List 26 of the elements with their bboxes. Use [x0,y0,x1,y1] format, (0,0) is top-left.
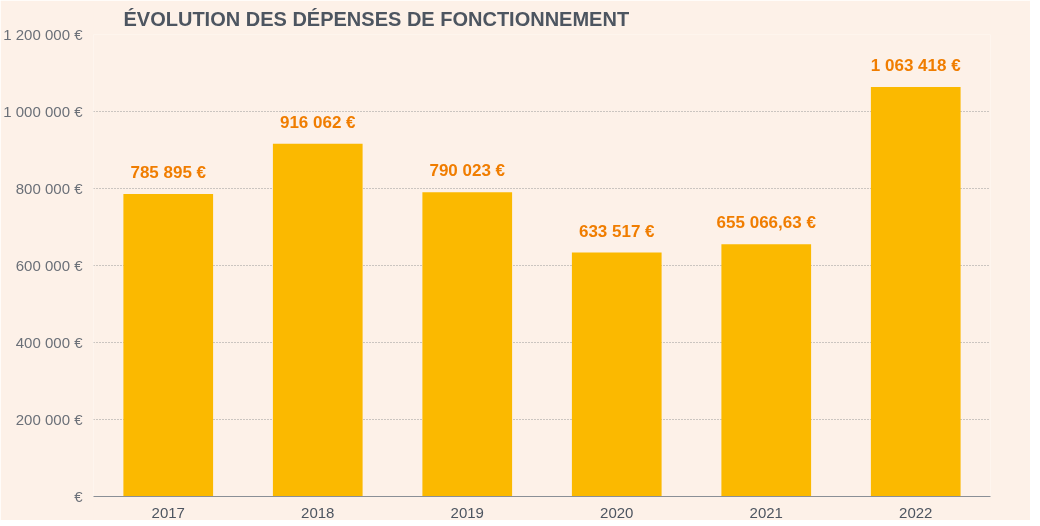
bar [571,252,662,497]
bar [870,87,961,497]
bar [721,244,812,497]
y-tick-label: 400 000 € [15,334,84,351]
bar [422,192,513,497]
y-tick-label: 1 000 000 € [3,103,84,120]
y-tick-label: € [74,488,84,505]
x-tick-label: 2018 [301,503,335,521]
x-tick-label: 2019 [450,503,484,521]
y-tick-label: 800 000 € [15,180,84,197]
data-label: 785 895 € [130,162,207,182]
x-tick-label: 2021 [749,503,783,521]
bar [272,143,363,497]
y-tick-label: 200 000 € [15,411,84,428]
data-label: 633 517 € [578,221,656,241]
x-tick-label: 2020 [600,503,634,521]
data-label: 1 063 418 € [870,56,962,76]
data-label: 655 066,63 € [716,213,817,233]
bar [123,193,214,497]
data-label: 790 023 € [429,161,506,181]
y-tick-label: 1 200 000 € [3,26,84,43]
x-tick-label: 2017 [151,503,185,521]
chart-title: ÉVOLUTION DES DÉPENSES DE FONCTIONNEMENT [123,7,630,30]
x-tick-label: 2022 [899,503,933,521]
data-label: 916 062 € [279,112,357,132]
y-tick-label: 600 000 € [15,257,84,274]
